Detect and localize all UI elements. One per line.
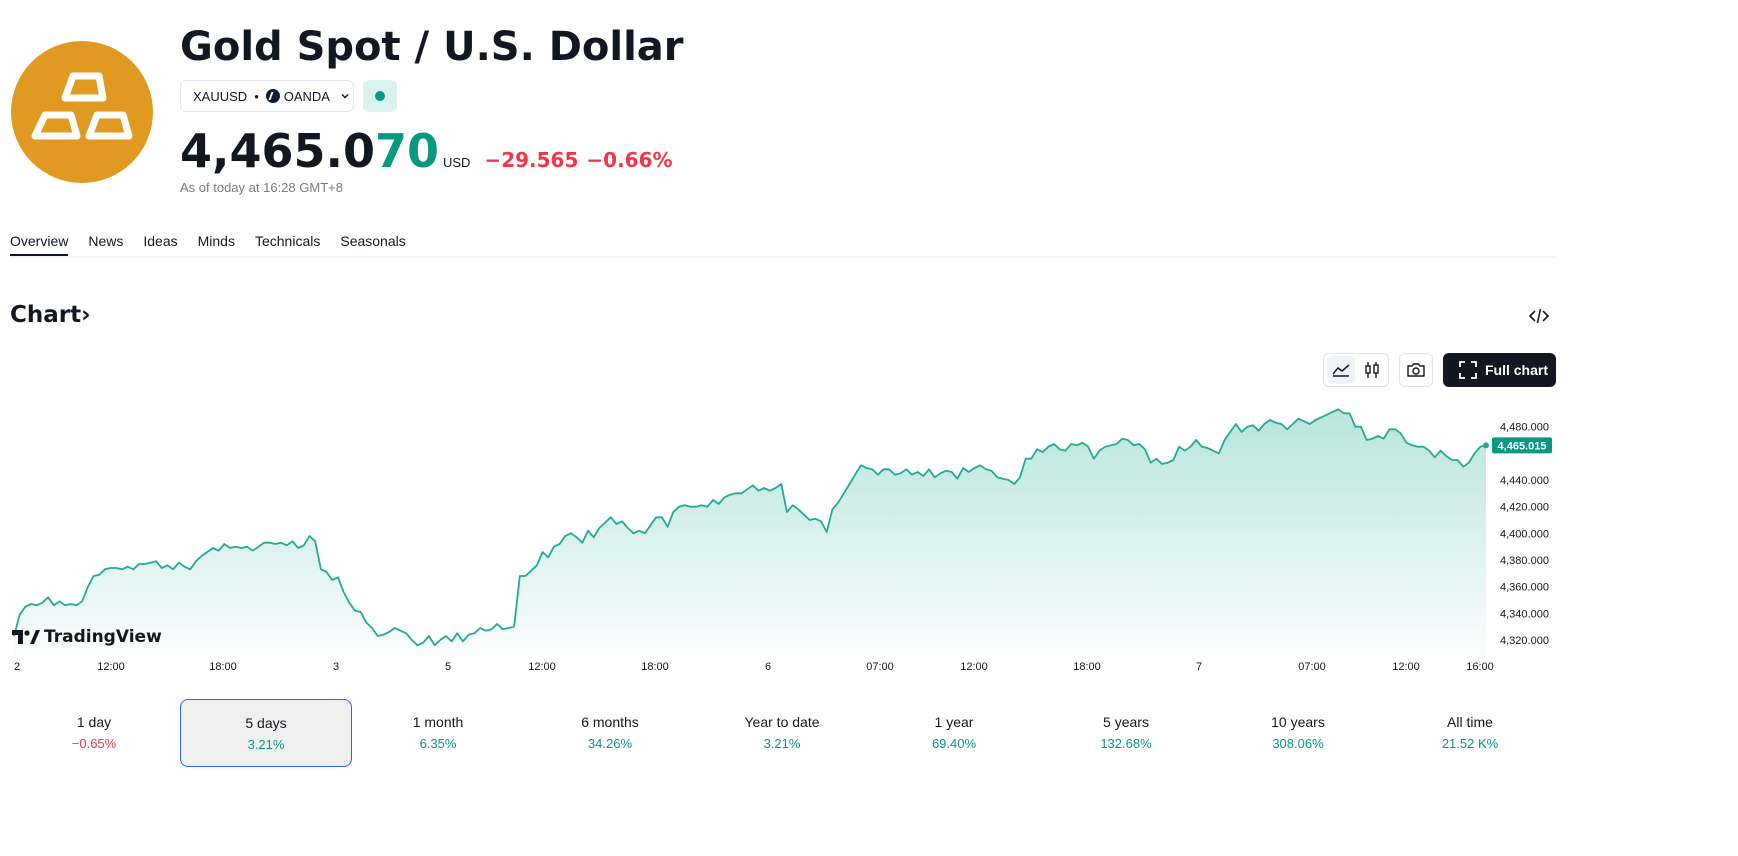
symbol-ticker: XAUUSD: [193, 88, 248, 104]
price-currency: USD: [443, 155, 471, 170]
period-1-day[interactable]: 1 day −0.65%: [8, 699, 180, 767]
as-of-timestamp: As of today at 16:28 GMT+8: [180, 180, 343, 195]
price-main: 4,465.0: [180, 124, 375, 178]
exchange-logo-icon: [265, 89, 280, 103]
period-label: 1 month: [412, 714, 464, 730]
full-chart-button[interactable]: Full chart: [1443, 353, 1556, 387]
chart-section-link[interactable]: Chart›: [10, 302, 91, 328]
candlestick-icon: [1365, 362, 1379, 378]
tab-overview[interactable]: Overview: [10, 233, 69, 257]
x-tick-label: 07:00: [866, 661, 894, 673]
period-label: Year to date: [744, 714, 820, 730]
period-1-month[interactable]: 1 month 6.35%: [352, 699, 524, 767]
period-value: 308.06%: [1272, 736, 1324, 751]
last-price-label: 4,465.015: [1498, 440, 1547, 452]
y-tick-label: 4,440.000: [1500, 475, 1549, 487]
fullscreen-icon: [1459, 361, 1477, 379]
tradingview-label: TradingView: [44, 627, 162, 647]
tabs-divider: [10, 256, 1556, 258]
period-label: 1 day: [76, 714, 112, 730]
price-area-fill: [14, 409, 1486, 656]
period-label: 6 months: [581, 714, 639, 730]
period-10-years[interactable]: 10 years 308.06%: [1212, 699, 1384, 767]
y-tick-label: 4,320.000: [1500, 635, 1549, 647]
period-value: 132.68%: [1100, 736, 1152, 751]
page-title: Gold Spot / U.S. Dollar: [180, 24, 684, 70]
tradingview-watermark: TradingView: [12, 627, 162, 647]
tab-technicals[interactable]: Technicals: [254, 233, 321, 249]
period-year-to-date[interactable]: Year to date 3.21%: [696, 699, 868, 767]
y-tick-label: 4,360.000: [1500, 582, 1549, 594]
period-value: −0.65%: [71, 736, 117, 751]
chevron-down-icon: [341, 94, 349, 99]
period-value: 6.35%: [419, 736, 457, 751]
price-change-percent: −0.66%: [586, 148, 673, 172]
x-tick-label: 18:00: [641, 661, 669, 673]
period-6-months[interactable]: 6 months 34.26%: [524, 699, 696, 767]
y-tick-label: 4,380.000: [1500, 555, 1549, 567]
period-label: 1 year: [934, 714, 974, 730]
period-value: 34.26%: [587, 736, 633, 751]
period-value: 69.40%: [931, 736, 977, 751]
tab-ideas[interactable]: Ideas: [143, 233, 178, 249]
tab-seasonals[interactable]: Seasonals: [340, 233, 406, 249]
x-tick-label: 7: [1196, 661, 1202, 673]
candlestick-button[interactable]: [1358, 356, 1386, 384]
gold-bars-icon: [11, 41, 153, 183]
x-tick-label: 12:00: [960, 661, 988, 673]
period-all-time[interactable]: All time 21.52 K%: [1384, 699, 1556, 767]
y-tick-label: 4,400.000: [1500, 528, 1549, 540]
y-tick-label: 4,420.000: [1500, 502, 1549, 514]
symbol-selector[interactable]: XAUUSD • OANDA: [180, 80, 354, 112]
area-chart-icon: [1332, 364, 1350, 377]
exchange-name: OANDA: [283, 88, 330, 104]
period-value: 3.21%: [763, 736, 801, 751]
x-tick-label: 18:00: [209, 661, 237, 673]
area-chart-button[interactable]: [1327, 356, 1355, 384]
camera-icon: [1407, 363, 1425, 377]
section-tabs: Overview News Ideas Minds Technicals Sea…: [10, 233, 426, 257]
x-tick-label: 12:00: [528, 661, 556, 673]
y-tick-label: 4,480.000: [1500, 422, 1549, 434]
x-tick-label: 12:00: [1392, 661, 1420, 673]
tradingview-logo-icon: [12, 630, 40, 644]
symbol-separator: •: [254, 88, 259, 104]
x-tick-label: 16:00: [1466, 661, 1494, 673]
period-5-days[interactable]: 5 days 3.21%: [180, 699, 352, 767]
chart-heading-label: Chart: [10, 302, 82, 328]
chevron-right-icon: ›: [81, 302, 91, 328]
x-tick-label: 3: [333, 661, 339, 673]
period-5-years[interactable]: 5 years 132.68%: [1040, 699, 1212, 767]
code-embed-icon[interactable]: [1528, 305, 1550, 327]
x-tick-label: 2: [14, 661, 20, 673]
tab-minds[interactable]: Minds: [197, 233, 235, 249]
period-performance: 1 day −0.65% 5 days 3.21% 1 month 6.35% …: [8, 699, 1556, 767]
price-chart[interactable]: 4,320.000 4,340.000 4,360.000 4,380.000 4,40…: [0, 400, 1560, 680]
period-label: 5 days: [245, 715, 287, 731]
market-status-button[interactable]: [363, 80, 397, 112]
period-label: 10 years: [1271, 714, 1325, 730]
period-label: All time: [1447, 714, 1493, 730]
last-price-badge: [1492, 437, 1552, 454]
x-tick-label: 07:00: [1298, 661, 1326, 673]
price-change: −29.565: [484, 148, 579, 172]
full-chart-label: Full chart: [1485, 362, 1549, 378]
price-tail: 70: [374, 124, 439, 178]
last-price-point: [1483, 442, 1489, 449]
x-tick-label: 5: [445, 661, 451, 673]
x-tick-label: 18:00: [1073, 661, 1101, 673]
chart-style-toggle: [1323, 353, 1389, 387]
price-row: 4,465.0 70 USD −29.565 −0.66%: [180, 124, 673, 178]
x-tick-label: 6: [765, 661, 771, 673]
tab-news[interactable]: News: [88, 233, 124, 249]
y-tick-label: 4,340.000: [1500, 608, 1549, 620]
x-tick-label: 12:00: [97, 661, 125, 673]
period-label: 5 years: [1103, 714, 1149, 730]
screenshot-button[interactable]: [1399, 353, 1433, 387]
price-series-line: [13, 408, 1487, 647]
period-value: 3.21%: [247, 737, 285, 752]
live-dot-icon: [375, 91, 385, 101]
period-value: 21.52 K%: [1441, 736, 1499, 751]
period-1-year[interactable]: 1 year 69.40%: [868, 699, 1040, 767]
